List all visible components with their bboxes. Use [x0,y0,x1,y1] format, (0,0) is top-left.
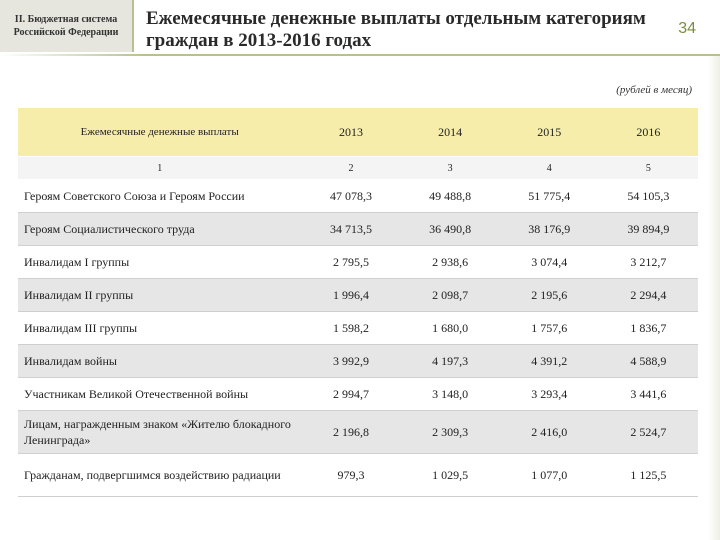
section-label-line2: Российской Федерации [13,27,119,38]
table-header-row: Ежемесячные денежные выплаты 2013 2014 2… [18,108,698,157]
cell-value: 1 598,2 [301,311,401,345]
column-number-row: 1 2 3 4 5 [18,156,698,180]
cell-value: 1 125,5 [598,453,698,497]
column-number: 3 [400,156,500,180]
page-number: 34 [678,20,696,37]
cell-value: 4 391,2 [499,344,599,378]
column-header-2013: 2013 [301,108,401,157]
cell-value: 2 196,8 [301,410,401,454]
cell-value: 51 775,4 [499,179,599,213]
page-title-line2: граждан в 2013-2016 годах [146,30,372,51]
cell-value: 36 490,8 [400,212,500,246]
row-label: Гражданам, подвергшимся воздействию ради… [18,453,302,497]
units-note: (рублей в месяц) [616,84,692,96]
column-header-2014: 2014 [400,108,500,157]
cell-value: 2 994,7 [301,377,401,411]
page-title-line1: Ежемесячные денежные выплаты отдельным к… [146,8,646,29]
cell-value: 4 588,9 [598,344,698,378]
cell-value: 1 029,5 [400,453,500,497]
cell-value: 3 441,6 [598,377,698,411]
section-label-line1: II. Бюджетная система [14,14,118,25]
table-row: Участникам Великой Отечественной войны 2… [18,377,698,411]
header-divider [0,54,720,56]
column-number: 2 [301,156,401,180]
cell-value: 34 713,5 [301,212,401,246]
cell-value: 2 416,0 [499,410,599,454]
page-title: Ежемесячные денежные выплаты отдельным к… [146,8,666,52]
cell-value: 2 309,3 [400,410,500,454]
cell-value: 2 098,7 [400,278,500,312]
cell-value: 2 195,6 [499,278,599,312]
column-header-2015: 2015 [499,108,599,157]
cell-value: 2 524,7 [598,410,698,454]
cell-value: 39 894,9 [598,212,698,246]
cell-value: 2 938,6 [400,245,500,279]
table-row: Инвалидам I группы 2 795,5 2 938,6 3 074… [18,245,698,279]
cell-value: 3 212,7 [598,245,698,279]
cell-value: 2 795,5 [301,245,401,279]
cell-value: 3 992,9 [301,344,401,378]
row-label: Лицам, награжденным знаком «Жителю блока… [18,410,302,454]
table-row: Инвалидам III группы 1 598,2 1 680,0 1 7… [18,311,698,345]
cell-value: 979,3 [301,453,401,497]
row-label: Героям Социалистического труда [18,212,302,246]
section-label: II. Бюджетная система Российской Федерац… [0,0,134,52]
table-row: Гражданам, подвергшимся воздействию ради… [18,453,698,497]
row-label: Инвалидам III группы [18,311,302,345]
row-label: Инвалидам войны [18,344,302,378]
table-row: Героям Социалистического труда 34 713,5 … [18,212,698,246]
table-row: Инвалидам II группы 1 996,4 2 098,7 2 19… [18,278,698,312]
cell-value: 2 294,4 [598,278,698,312]
cell-value: 1 077,0 [499,453,599,497]
payments-table: Ежемесячные денежные выплаты 2013 2014 2… [18,108,698,497]
cell-value: 3 148,0 [400,377,500,411]
cell-value: 47 078,3 [301,179,401,213]
row-label: Участникам Великой Отечественной войны [18,377,302,411]
table-row: Героям Советского Союза и Героям России … [18,179,698,213]
table-row: Лицам, награжденным знаком «Жителю блока… [18,410,698,454]
row-label: Инвалидам II группы [18,278,302,312]
cell-value: 3 293,4 [499,377,599,411]
cell-value: 4 197,3 [400,344,500,378]
row-label: Героям Советского Союза и Героям России [18,179,302,213]
cell-value: 3 074,4 [499,245,599,279]
column-number: 5 [598,156,698,180]
column-number: 4 [499,156,599,180]
decorative-edge [708,56,720,540]
cell-value: 49 488,8 [400,179,500,213]
column-header-2016: 2016 [598,108,698,157]
cell-value: 54 105,3 [598,179,698,213]
column-header-category: Ежемесячные денежные выплаты [18,108,302,157]
cell-value: 38 176,9 [499,212,599,246]
cell-value: 1 680,0 [400,311,500,345]
cell-value: 1 757,6 [499,311,599,345]
row-label: Инвалидам I группы [18,245,302,279]
cell-value: 1 836,7 [598,311,698,345]
table-row: Инвалидам войны 3 992,9 4 197,3 4 391,2 … [18,344,698,378]
column-number: 1 [18,156,302,180]
cell-value: 1 996,4 [301,278,401,312]
